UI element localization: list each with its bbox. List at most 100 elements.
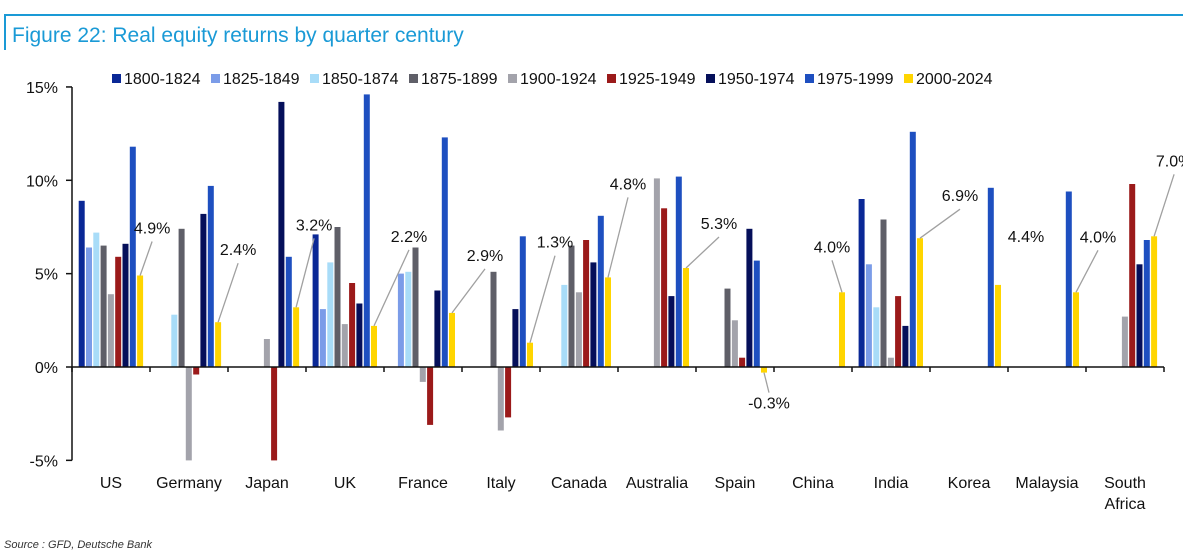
data-label-australia: 5.3%: [701, 216, 737, 233]
source-note: Source : GFD, Deutsche Bank: [4, 539, 152, 551]
bar-australia-1975-1999: [675, 176, 682, 367]
bar-spain-2000-2024: [761, 367, 767, 373]
x-tick-label-india: India: [874, 475, 909, 492]
bar-japan-2000-2024: [293, 307, 300, 367]
x-tick-label-china: China: [792, 475, 834, 492]
leader-line-australia: [685, 236, 720, 269]
bar-south-africa-1925-1949: [1129, 184, 1136, 367]
x-tick-label-malaysia: Malaysia: [1015, 475, 1078, 492]
data-label-india: 6.9%: [942, 188, 978, 205]
x-tick-label-canada: Canada: [551, 475, 607, 492]
bar-malaysia-1975-1999: [1065, 191, 1072, 367]
bar-us-1925-1949: [115, 256, 122, 367]
bar-india-1975-1999: [909, 131, 916, 367]
bar-australia-1950-1974: [668, 296, 675, 367]
bar-germany-1875-1899: [178, 228, 185, 367]
bar-australia-1900-1924: [653, 178, 660, 367]
bar-us-2000-2024: [137, 275, 144, 367]
bar-india-1900-1924: [887, 357, 894, 367]
leader-line-canada: [607, 197, 629, 278]
legend-label-1925-1949: 1925-1949: [619, 71, 696, 88]
bar-spain-1975-1999: [753, 260, 760, 367]
bar-canada-1850-1874: [561, 284, 568, 367]
bar-spain-1925-1949: [739, 357, 746, 367]
bar-korea-1975-1999: [987, 187, 994, 367]
bar-germany-1900-1924: [185, 367, 192, 461]
bar-uk-1875-1899: [334, 227, 341, 367]
bar-korea-2000-2024: [995, 284, 1001, 367]
data-labels: 4.9% 2.4% 3.2% 2.2% 2.9% 1.3% 4.8% 5.3% -0.3% 4.0…: [134, 153, 1183, 412]
figure-title: Figure 22: Real equity returns by quarte…: [12, 24, 464, 47]
legend-label-2000-2024: 2000-2024: [916, 71, 993, 88]
bar-india-2000-2024: [917, 238, 923, 367]
legend-swatch-1825-1849: [211, 74, 220, 83]
x-tick-label-germany: Germany: [156, 475, 222, 492]
leader-line-china: [831, 260, 843, 293]
bar-india-1875-1899: [880, 219, 887, 367]
bar-uk-1850-1874: [327, 262, 334, 367]
legend-label-1825-1849: 1825-1849: [223, 71, 300, 88]
legend-swatch-1950-1974: [706, 74, 715, 83]
bar-germany-1925-1949: [193, 367, 200, 375]
y-tick-label: 0%: [35, 360, 58, 377]
bar-us-1900-1924: [107, 294, 114, 367]
bar-us-1950-1974: [122, 243, 129, 367]
bar-uk-1950-1974: [356, 303, 363, 367]
bar-japan-1950-1974: [278, 101, 285, 368]
bar-germany-1975-1999: [207, 185, 214, 367]
leader-line-uk: [373, 249, 410, 327]
data-label-japan: 3.2%: [296, 217, 332, 234]
bar-france-1825-1849: [397, 273, 404, 367]
axes: -5% 0% 5% 10% 15% US Germany Japan UK France Italy…: [26, 80, 1165, 513]
x-tick-label-south-africa: Africa: [1105, 496, 1146, 513]
bar-south-africa-2000-2024: [1151, 236, 1158, 367]
y-tick-label: 5%: [35, 267, 58, 284]
x-tick-label-spain: Spain: [715, 475, 756, 492]
bar-canada-1925-1949: [583, 240, 590, 367]
legend-label-1875-1899: 1875-1899: [421, 71, 498, 88]
y-tick-label: 15%: [26, 80, 58, 97]
leader-line-spain: [763, 372, 770, 393]
leader-line-us: [139, 241, 153, 276]
bars: [78, 94, 1158, 461]
bar-canada-1875-1899: [568, 245, 575, 367]
leader-line-south-africa: [1153, 174, 1175, 237]
data-label-spain: -0.3%: [748, 396, 790, 413]
x-tick-label-south-africa: South: [1104, 475, 1146, 492]
legend-swatch-1875-1899: [409, 74, 418, 83]
legend-label-1850-1874: 1850-1874: [322, 71, 399, 88]
legend-label-1950-1974: 1950-1974: [718, 71, 795, 88]
legend-swatch-1900-1924: [508, 74, 517, 83]
bar-us-1800-1824: [78, 200, 85, 367]
bar-india-1800-1824: [858, 199, 865, 367]
bar-us-1825-1849: [86, 247, 92, 367]
bar-france-1875-1899: [412, 247, 419, 367]
title-frame-top-rule: [4, 14, 1183, 16]
data-label-china: 4.0%: [814, 239, 850, 256]
data-label-uk: 2.2%: [391, 229, 427, 246]
legend-swatch-2000-2024: [904, 74, 913, 83]
bar-spain-1900-1924: [731, 320, 738, 367]
legend-label-1975-1999: 1975-1999: [817, 71, 894, 88]
bar-india-1850-1874: [873, 307, 880, 367]
bar-uk-1900-1924: [341, 324, 348, 367]
bar-uk-1800-1824: [312, 234, 319, 367]
bar-italy-1975-1999: [519, 236, 526, 367]
bar-spain-1875-1899: [724, 288, 731, 367]
bar-australia-2000-2024: [683, 268, 689, 367]
bar-china-2000-2024: [839, 292, 845, 367]
bar-france-1900-1924: [419, 367, 426, 382]
bar-south-africa-1900-1924: [1121, 316, 1128, 367]
bar-uk-2000-2024: [371, 325, 377, 367]
bar-italy-1875-1899: [490, 271, 497, 367]
bar-uk-1975-1999: [363, 94, 370, 368]
leader-line-india: [919, 208, 961, 239]
bar-us-1975-1999: [129, 146, 136, 367]
data-label-malaysia: 4.0%: [1080, 229, 1116, 246]
bar-australia-1925-1949: [661, 208, 668, 367]
title-frame-left-rule: [4, 14, 6, 50]
bar-japan-1925-1949: [271, 367, 278, 461]
legend-swatch-1975-1999: [805, 74, 814, 83]
data-label-canada: 4.8%: [610, 176, 646, 193]
